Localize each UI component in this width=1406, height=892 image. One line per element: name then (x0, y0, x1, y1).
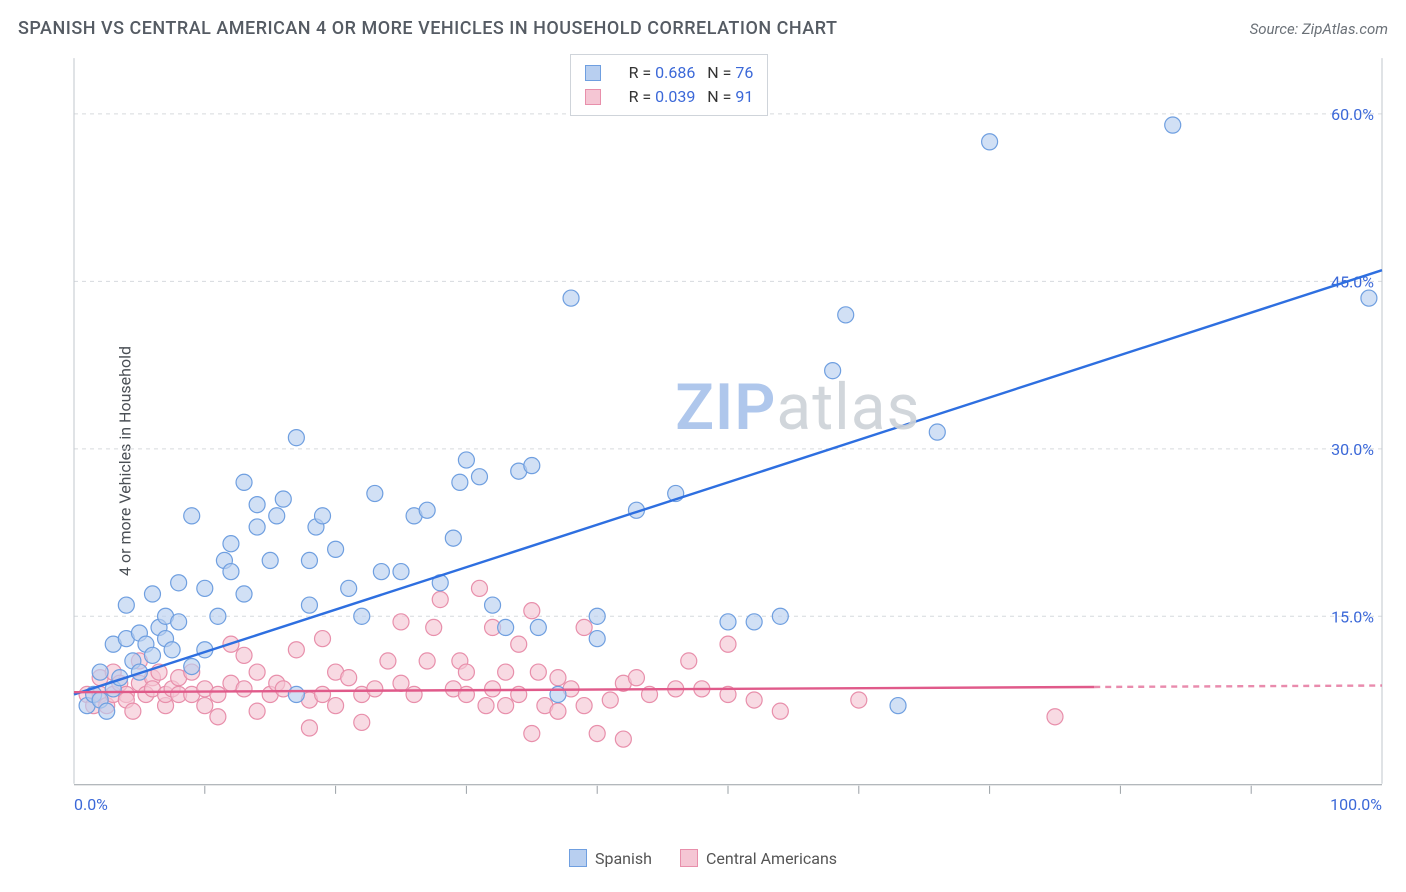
svg-text:0.0%: 0.0% (74, 795, 108, 814)
plot-region: 15.0%30.0%45.0%60.0% 0.0%100.0% ZIPatlas… (68, 48, 1388, 814)
stats-row: R = 0.039 N = 91 (585, 85, 754, 109)
source-attribution: Source: ZipAtlas.com (1250, 20, 1388, 38)
source-link[interactable]: ZipAtlas.com (1302, 20, 1388, 38)
chart-area: 4 or more Vehicles in Household 15.0%30.… (18, 48, 1388, 874)
legend-item: Spanish (569, 849, 652, 868)
svg-text:100.0%: 100.0% (1330, 795, 1382, 814)
legend-swatch-icon (680, 849, 698, 867)
stats-text: R = 0.039 N = 91 (629, 85, 754, 109)
stats-row: R = 0.686 N = 76 (585, 61, 754, 85)
chart-title: SPANISH VS CENTRAL AMERICAN 4 OR MORE VE… (18, 18, 837, 39)
series-legend: Spanish Central Americans (18, 842, 1388, 874)
series-swatch-icon (585, 89, 601, 105)
stats-text: R = 0.686 N = 76 (629, 61, 754, 85)
legend-item: Central Americans (680, 849, 837, 868)
svg-text:60.0%: 60.0% (1331, 105, 1374, 124)
source-prefix: Source: (1250, 20, 1302, 38)
legend-label: Central Americans (706, 849, 837, 868)
svg-text:15.0%: 15.0% (1331, 607, 1374, 626)
stats-legend-box: R = 0.686 N = 76R = 0.039 N = 91 (570, 54, 769, 116)
legend-swatch-icon (569, 849, 587, 867)
svg-text:30.0%: 30.0% (1331, 440, 1374, 459)
scatter-plot-svg: 15.0%30.0%45.0%60.0% 0.0%100.0% (68, 48, 1388, 814)
series-swatch-icon (585, 65, 601, 81)
legend-label: Spanish (595, 849, 652, 868)
